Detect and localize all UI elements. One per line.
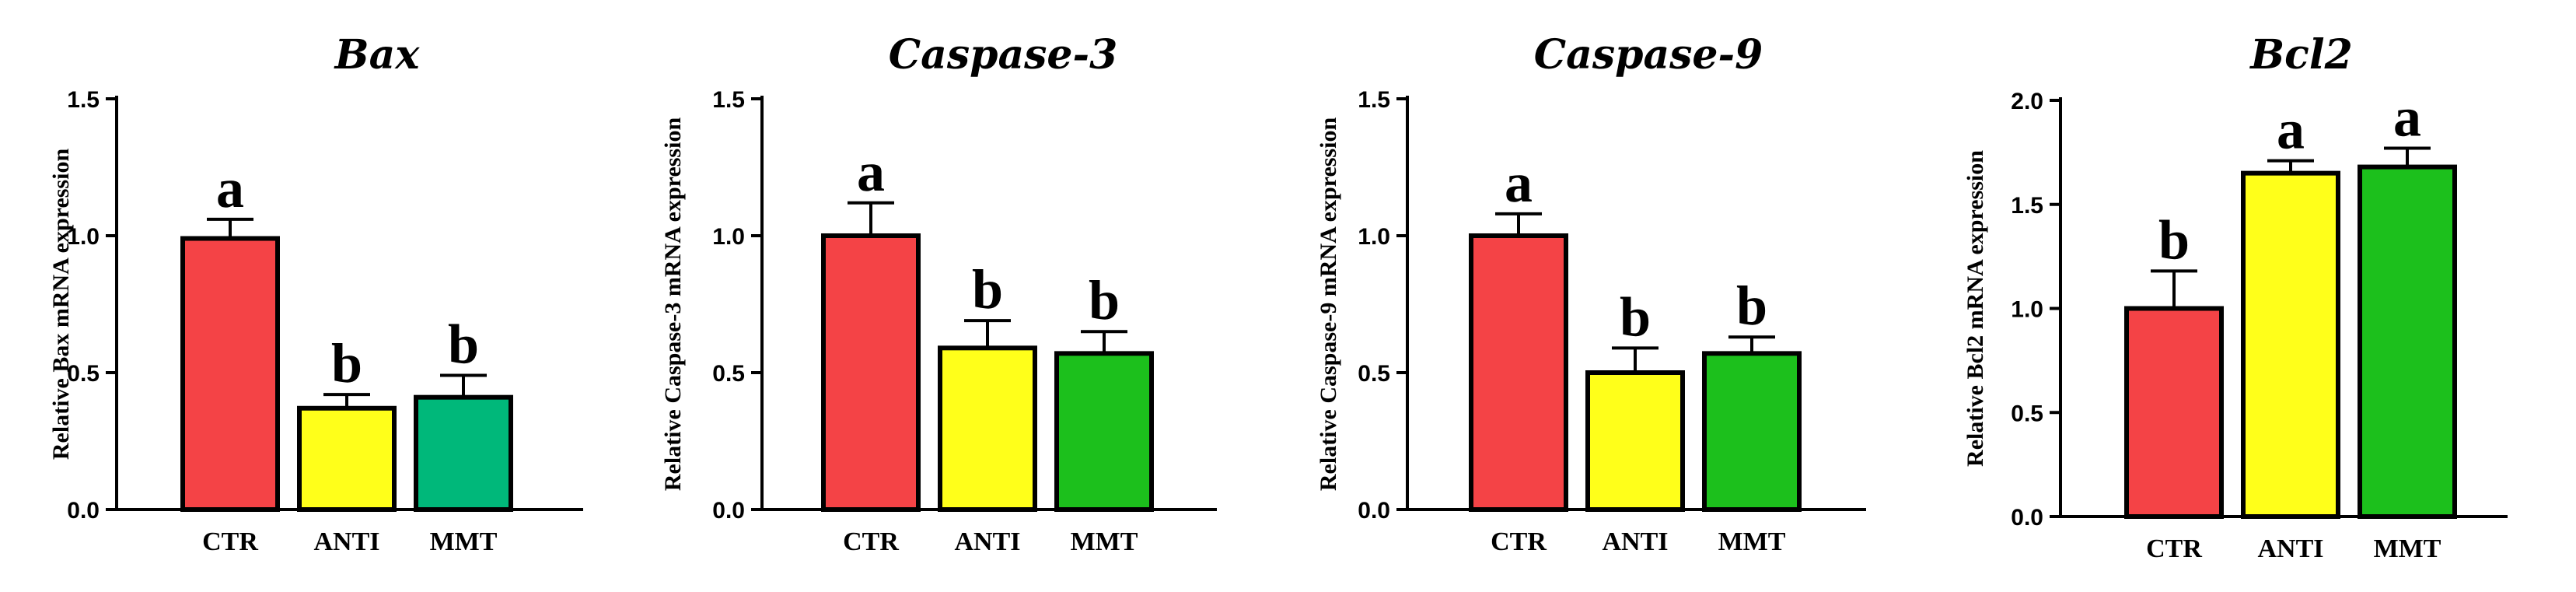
- x-tick-label: ANTI: [2257, 534, 2323, 563]
- y-tick-label: 1.5: [67, 87, 100, 113]
- y-tick-label: 1.0: [1358, 224, 1390, 250]
- y-tick-label: 0.0: [2011, 505, 2043, 531]
- y-tick-label: 0.0: [1358, 498, 1390, 524]
- y-tick-label: 1.5: [2011, 193, 2043, 219]
- y-axis-label: Relative Caspase-3 mRNA expression: [660, 117, 686, 492]
- y-tick-label: 1.5: [712, 87, 745, 113]
- y-tick-label: 0.5: [2011, 401, 2043, 426]
- y-axis-label: Relative Caspase-9 mRNA expression: [1316, 117, 1341, 492]
- significance-letter: b: [1620, 285, 1651, 348]
- y-tick-label: 1.5: [1358, 87, 1390, 113]
- chart-title: Bcl2: [2249, 31, 2353, 79]
- y-tick-label: 1.0: [2011, 297, 2043, 323]
- y-axis-label: Relative Bax mRNA expression: [48, 149, 74, 461]
- chart-title: Caspase-3: [889, 31, 1118, 79]
- y-tick-label: 0.5: [67, 361, 100, 387]
- bar-mmt: [2358, 164, 2457, 519]
- bar-anti: [1585, 370, 1685, 512]
- y-tick-label: 1.0: [67, 224, 100, 250]
- y-tick-label: 1.0: [712, 224, 745, 250]
- y-tick-label: 2.0: [2011, 89, 2043, 114]
- x-tick-label: MMT: [430, 527, 498, 556]
- y-axis-label: Relative Bcl2 mRNA expression: [1963, 150, 1988, 467]
- significance-letter: a: [857, 141, 885, 203]
- y-tick-label: 0.0: [67, 498, 100, 524]
- x-tick-label: MMT: [1718, 527, 1786, 556]
- panel-2: Caspase-3 Relative Caspase-3 mRNA express…: [660, 31, 1217, 556]
- bar-ctr: [821, 233, 921, 512]
- significance-letter: b: [1736, 275, 1767, 337]
- bar-mmt: [1702, 351, 1802, 512]
- bar-ctr: [2124, 306, 2224, 519]
- y-tick-label: 0.0: [712, 498, 745, 524]
- significance-letter: b: [448, 314, 479, 376]
- bar-anti: [297, 405, 397, 513]
- panel-4: Bcl2 Relative Bcl2 mRNA expression 0.0 0.5 1…: [1963, 31, 2508, 563]
- x-tick-label: CTR: [202, 527, 258, 556]
- bar-ctr: [1469, 233, 1568, 512]
- bar-mmt: [1054, 351, 1154, 512]
- significance-letter: b: [972, 258, 1003, 321]
- bar-mmt: [414, 394, 513, 512]
- significance-letter: a: [1505, 152, 1533, 214]
- x-tick-label: CTR: [1491, 527, 1547, 556]
- y-tick-label: 0.5: [712, 361, 745, 387]
- x-tick-label: CTR: [2146, 534, 2202, 563]
- x-tick-label: ANTI: [954, 527, 1020, 556]
- bar-anti: [2241, 170, 2340, 519]
- significance-letter: a: [2277, 99, 2305, 161]
- panel-1: Bax Relative Bax mRNA expression 0.0 0.5 1.0…: [48, 31, 583, 556]
- x-tick-label: MMT: [2374, 534, 2441, 563]
- significance-letter: b: [331, 332, 362, 394]
- chart-title: Bax: [334, 31, 421, 79]
- x-tick-label: MMT: [1071, 527, 1138, 556]
- bar-anti: [938, 345, 1037, 512]
- panel-3: Caspase-9 Relative Caspase-9 mRNA express…: [1316, 31, 1866, 556]
- x-tick-label: ANTI: [1602, 527, 1668, 556]
- significance-letter: a: [216, 157, 244, 219]
- x-tick-label: CTR: [843, 527, 899, 556]
- x-tick-label: ANTI: [313, 527, 379, 556]
- chart-title: Caspase-9: [1534, 31, 1763, 79]
- significance-letter: b: [1089, 269, 1120, 331]
- significance-letter: b: [2158, 208, 2190, 271]
- bar-ctr: [180, 236, 280, 512]
- y-tick-label: 0.5: [1358, 361, 1390, 387]
- significance-letter: a: [2393, 86, 2421, 149]
